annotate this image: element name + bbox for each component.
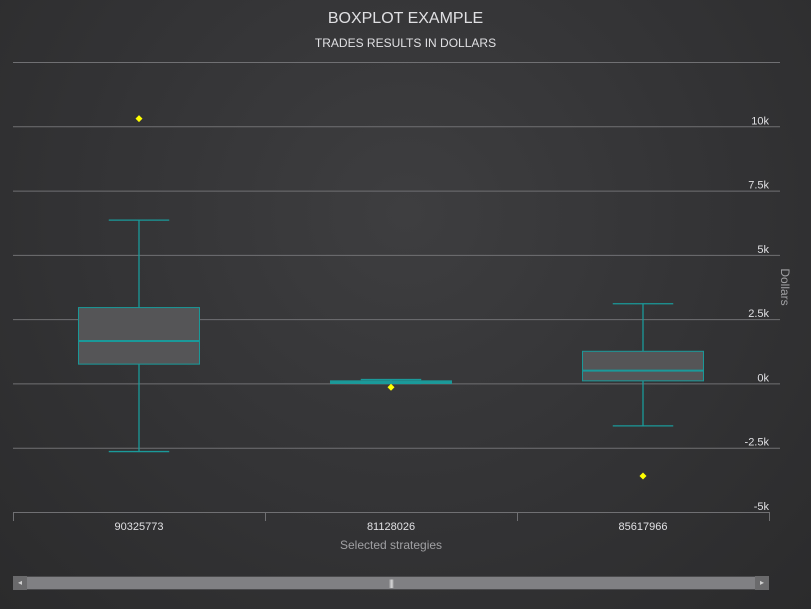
- y-tick-label: 0k: [757, 372, 769, 384]
- x-axis-title: Selected strategies: [340, 538, 442, 552]
- x-tick-label: 85617966: [619, 521, 668, 533]
- boxes: [78, 219, 704, 453]
- box-90325773: [78, 219, 200, 453]
- y-axis-title: Dollars: [778, 268, 792, 305]
- x-tick-label: 90325773: [115, 521, 164, 533]
- box-iqr: [582, 350, 704, 382]
- outliers: [135, 115, 647, 480]
- box-81128026: [330, 378, 452, 385]
- scrollbar-thumb[interactable]: |||: [27, 577, 755, 589]
- scroll-right-arrow-icon[interactable]: ▸: [755, 576, 769, 590]
- gridlines: -5k -2.5k 0k 2.5k 5k 7.5k 10k: [13, 62, 780, 513]
- box-85617966: [582, 303, 704, 427]
- y-tick-label: 10k: [751, 115, 769, 127]
- y-tick-label: -2.5k: [745, 437, 770, 449]
- outlier-point: [639, 472, 647, 480]
- x-tick-label: 81128026: [367, 521, 415, 533]
- box-iqr: [78, 307, 200, 365]
- outlier-point: [135, 115, 143, 123]
- x-axis: 90325773 81128026 85617966: [13, 512, 770, 533]
- y-tick-label: 5k: [757, 244, 769, 256]
- outlier-point: [387, 383, 395, 391]
- y-tick-label: 7.5k: [748, 180, 769, 192]
- y-tick-label: -5k: [754, 501, 770, 513]
- chart-title: BOXPLOT EXAMPLE: [327, 10, 484, 27]
- chart-subtitle: TRADES RESULTS IN DOLLARS: [314, 36, 497, 50]
- horizontal-scrollbar[interactable]: ◂ ||| ▸: [13, 576, 769, 590]
- y-tick-label: 2.5k: [748, 308, 769, 320]
- scroll-left-arrow-icon[interactable]: ◂: [13, 576, 27, 590]
